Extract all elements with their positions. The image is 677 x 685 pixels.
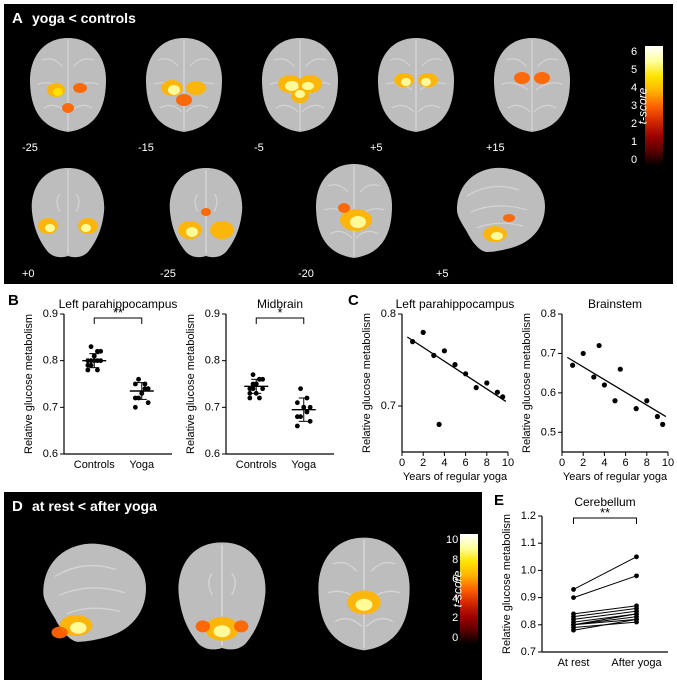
- svg-text:0.6: 0.6: [43, 448, 58, 460]
- slice-label: +15: [486, 142, 505, 154]
- svg-text:10: 10: [502, 457, 514, 469]
- svg-text:4: 4: [441, 457, 447, 469]
- svg-text:1.0: 1.0: [521, 564, 536, 576]
- dotplot-left-parahippocampus: Left parahippocampus0.60.70.80.9Relative…: [20, 296, 178, 487]
- panel-e: Cerebellum0.70.80.91.01.11.2Relative glu…: [498, 494, 674, 682]
- regression-left-parahippocampus: Left parahippocampus 0 2 4 6 8 10 0.7 0.8 Years o…: [358, 296, 514, 487]
- brain-slice-row2: +5: [432, 156, 562, 266]
- svg-text:6: 6: [623, 457, 629, 469]
- svg-text:0.7: 0.7: [521, 646, 536, 658]
- slice-label: -20: [298, 268, 314, 280]
- svg-text:**: **: [113, 305, 123, 320]
- svg-text:4: 4: [601, 457, 607, 469]
- svg-text:10: 10: [662, 457, 674, 469]
- svg-text:Brainstem: Brainstem: [588, 297, 642, 311]
- svg-text:At rest: At rest: [558, 657, 590, 669]
- panel-a-title: yoga < controls: [32, 10, 136, 26]
- svg-text:Years of regular yoga: Years of regular yoga: [563, 471, 668, 483]
- svg-text:0: 0: [399, 457, 405, 469]
- svg-text:8: 8: [644, 457, 650, 469]
- panel-b-label: B: [8, 292, 19, 309]
- slice-label: -25: [22, 142, 38, 154]
- brain-axial-slice: -15: [134, 30, 234, 140]
- brain-slice-d: [20, 524, 160, 664]
- svg-text:0.9: 0.9: [43, 308, 58, 320]
- svg-text:Left parahippocampus: Left parahippocampus: [396, 297, 515, 311]
- svg-text:0.8: 0.8: [205, 355, 220, 367]
- panel-b: Left parahippocampus0.60.70.80.9Relative…: [20, 292, 340, 487]
- colorbar-a-label: t-score: [636, 88, 650, 125]
- svg-text:Relative glucose metabolism: Relative glucose metabolism: [501, 514, 513, 654]
- svg-text:Controls: Controls: [74, 459, 115, 471]
- svg-text:0.7: 0.7: [541, 347, 556, 359]
- brain-slice-d: [304, 524, 424, 664]
- svg-text:0.7: 0.7: [381, 400, 396, 412]
- svg-text:0.7: 0.7: [43, 401, 58, 413]
- svg-text:1.2: 1.2: [521, 510, 536, 522]
- brain-axial-slice: +15: [482, 30, 582, 140]
- panel-d-title: at rest < after yoga: [32, 498, 157, 514]
- svg-text:0.9: 0.9: [521, 592, 536, 604]
- svg-text:0.9: 0.9: [205, 308, 220, 320]
- svg-text:0.8: 0.8: [521, 619, 536, 631]
- slice-label: -25: [160, 268, 176, 280]
- brain-slice-row2: -20: [294, 156, 414, 266]
- panel-d: D at rest < after yoga 1086420 t-score: [4, 492, 482, 680]
- panel-a: A yoga < controls -25-15-5+5+15+0-25-20+…: [4, 4, 673, 284]
- svg-text:0.7: 0.7: [205, 401, 220, 413]
- svg-text:Years of regular yoga: Years of regular yoga: [403, 471, 508, 483]
- svg-text:2: 2: [580, 457, 586, 469]
- svg-text:Yoga: Yoga: [129, 459, 155, 471]
- brain-axial-slice: -25: [18, 30, 118, 140]
- brain-slice-d: [162, 524, 282, 664]
- svg-text:8: 8: [484, 457, 490, 469]
- svg-text:*: *: [277, 305, 282, 320]
- svg-text:Relative glucose metabolism: Relative glucose metabolism: [361, 313, 373, 453]
- svg-text:Controls: Controls: [236, 459, 277, 471]
- panel-a-label: A: [12, 10, 23, 27]
- svg-text:**: **: [600, 505, 610, 520]
- slice-label: +0: [22, 268, 35, 280]
- svg-text:0.8: 0.8: [541, 308, 556, 320]
- brain-slice-row2: -25: [156, 156, 256, 266]
- svg-text:0.8: 0.8: [381, 308, 396, 320]
- svg-text:0.8: 0.8: [43, 355, 58, 367]
- svg-text:0.5: 0.5: [541, 426, 556, 438]
- slice-label: -5: [254, 142, 264, 154]
- svg-text:Relative glucose metabolism: Relative glucose metabolism: [185, 314, 197, 454]
- panel-d-label: D: [12, 498, 23, 515]
- dotplot-midbrain: Midbrain0.60.70.80.9Relative glucose met…: [182, 296, 340, 487]
- brain-axial-slice: -5: [250, 30, 350, 140]
- slice-label: +5: [370, 142, 383, 154]
- slice-label: -15: [138, 142, 154, 154]
- svg-text:Yoga: Yoga: [291, 459, 317, 471]
- svg-text:0: 0: [559, 457, 565, 469]
- paired-plot-cerebellum: Cerebellum0.70.80.91.01.11.2Relative glu…: [498, 494, 674, 683]
- brain-slice-row2: +0: [18, 156, 118, 266]
- regression-brainstem: Brainstem 0 2 4 6 8 10 0.5 0.6 0.7 0.8 Years of reg…: [518, 296, 674, 487]
- svg-text:6: 6: [463, 457, 469, 469]
- svg-text:After yoga: After yoga: [611, 657, 662, 669]
- svg-text:0.6: 0.6: [205, 448, 220, 460]
- svg-text:Relative glucose metabolism: Relative glucose metabolism: [23, 314, 35, 454]
- colorbar-d-label: t-score: [451, 571, 465, 608]
- svg-text:1.1: 1.1: [521, 537, 536, 549]
- svg-text:Relative glucose metabolism: Relative glucose metabolism: [521, 313, 533, 453]
- slice-label: +5: [436, 268, 449, 280]
- panel-c: Left parahippocampus 0 2 4 6 8 10 0.7 0.8 Years o…: [358, 292, 674, 487]
- brain-axial-slice: +5: [366, 30, 466, 140]
- svg-text:0.6: 0.6: [541, 387, 556, 399]
- svg-text:2: 2: [420, 457, 426, 469]
